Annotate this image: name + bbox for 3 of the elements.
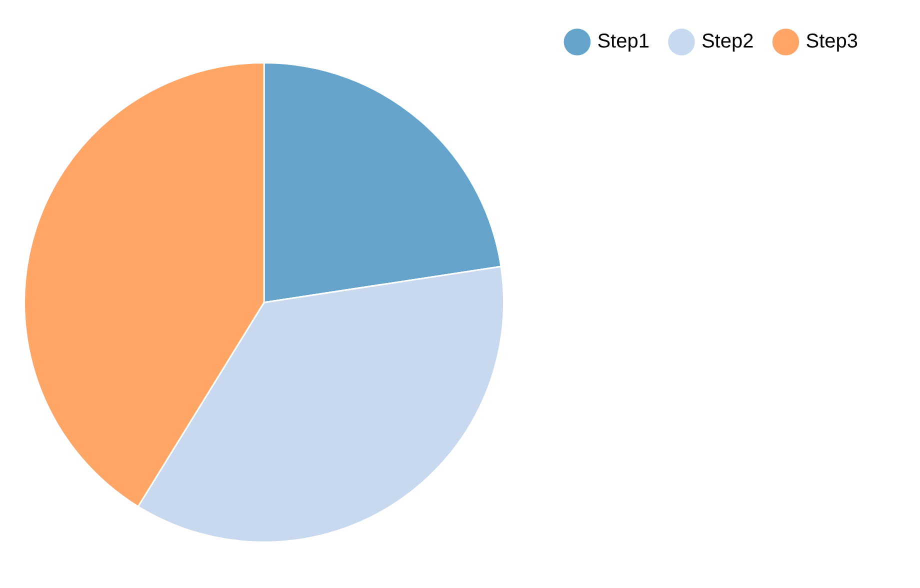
legend-label: Step2 xyxy=(701,30,754,53)
legend-label: Step3 xyxy=(806,30,858,53)
legend-label: Step1 xyxy=(597,30,650,53)
